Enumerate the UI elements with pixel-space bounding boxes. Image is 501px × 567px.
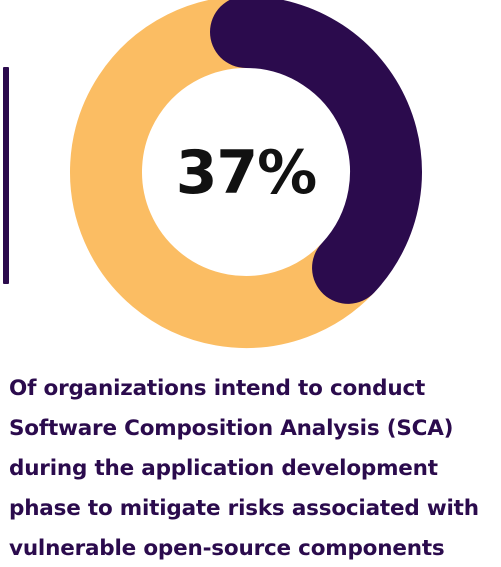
caption-line: Software Composition Analysis (SCA) [9,416,454,441]
donut-slice-remainder [70,0,375,348]
caption-line: Of organizations intend to conduct [9,376,426,401]
center-percentage: 37% [176,138,317,208]
caption-line: phase to mitigate risks associated with [9,496,479,521]
caption: Of organizations intend to conduct Softw… [9,369,495,567]
accent-bar [3,67,9,284]
caption-line: vulnerable open-source components [9,536,445,561]
donut-slices [70,0,422,348]
donut-slice-primary [210,0,422,304]
caption-line: during the application development [9,456,438,481]
donut-chart: 37% [70,0,422,348]
